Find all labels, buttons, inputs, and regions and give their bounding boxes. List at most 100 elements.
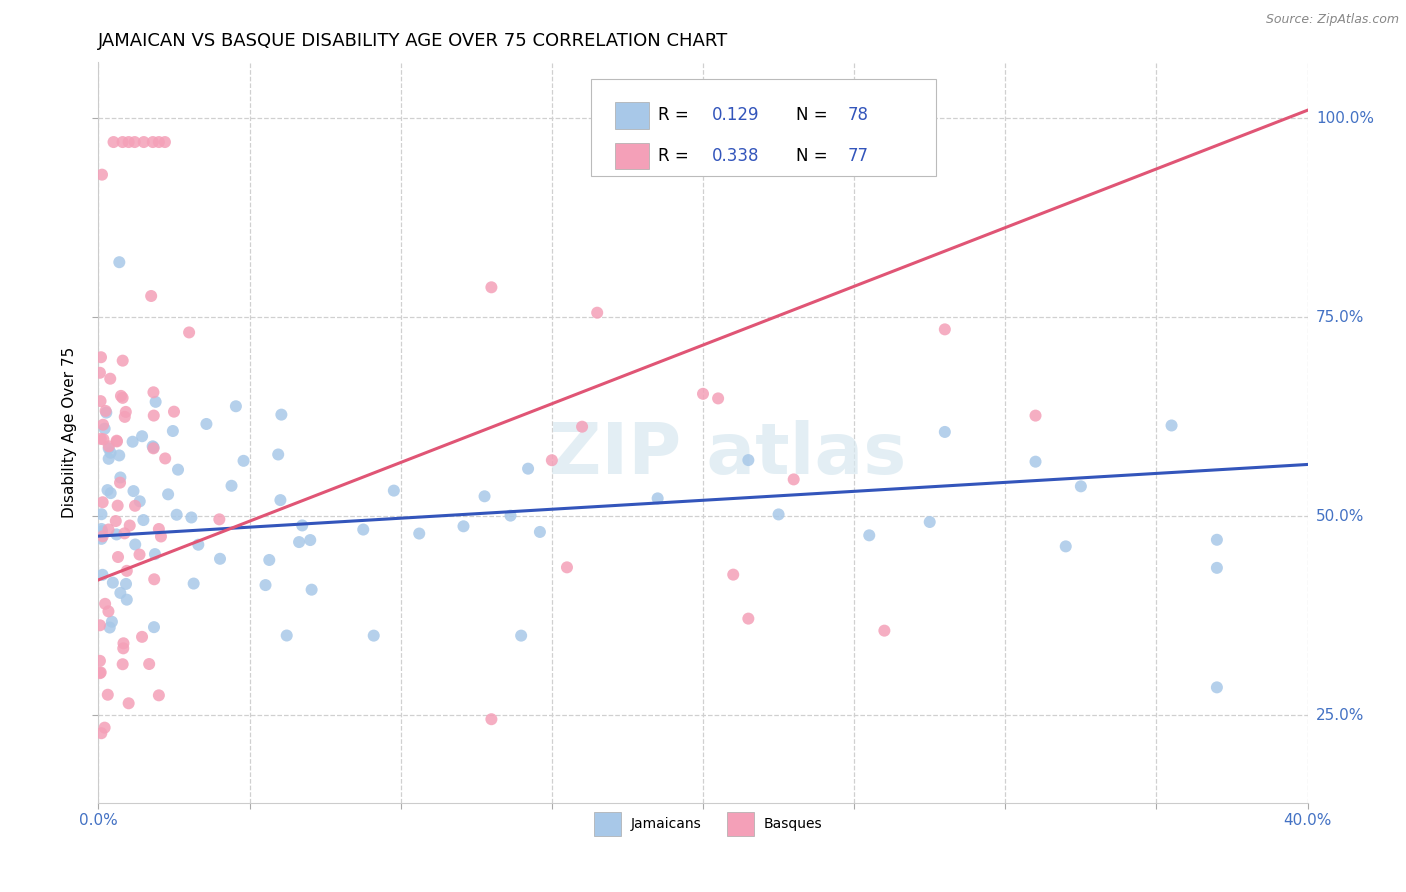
Point <box>94 597 117 611</box>
Point <box>108 449 131 463</box>
Point <box>89 366 111 380</box>
Point <box>89 666 111 681</box>
Point <box>108 255 131 269</box>
Point <box>97 451 120 466</box>
Point <box>110 389 132 403</box>
Point <box>111 657 134 672</box>
Point <box>267 448 290 462</box>
Point <box>97 688 120 702</box>
Point <box>115 577 138 591</box>
Point <box>225 399 247 413</box>
Point <box>121 434 143 449</box>
Point <box>105 434 128 448</box>
Point <box>858 528 880 542</box>
Point <box>453 519 475 533</box>
Point <box>100 486 122 500</box>
Point <box>111 391 134 405</box>
Point <box>114 405 136 419</box>
Text: 100.0%: 100.0% <box>1316 111 1374 126</box>
Point <box>208 512 231 526</box>
Point <box>89 654 111 668</box>
Point <box>143 572 166 586</box>
Point <box>112 636 135 650</box>
Point <box>1024 409 1046 423</box>
Point <box>153 135 176 149</box>
Point <box>114 409 136 424</box>
Point <box>737 453 759 467</box>
Bar <box>614 143 648 169</box>
Point <box>149 529 172 543</box>
Point <box>112 641 135 656</box>
Point <box>167 463 190 477</box>
Point <box>474 489 496 503</box>
Point <box>162 424 184 438</box>
Point <box>934 425 956 439</box>
Text: 50.0%: 50.0% <box>1316 508 1364 524</box>
Point <box>98 372 121 386</box>
Point <box>768 508 790 522</box>
Point <box>142 409 165 423</box>
Point <box>132 135 155 149</box>
Bar <box>727 813 754 836</box>
Point <box>647 491 669 506</box>
Point <box>1206 561 1229 575</box>
Point <box>232 454 254 468</box>
Point <box>707 392 730 406</box>
Point <box>98 621 121 635</box>
Point <box>100 446 122 460</box>
Point <box>517 461 540 475</box>
Point <box>91 168 114 182</box>
Text: N =: N = <box>796 147 832 165</box>
Point <box>124 537 146 551</box>
Point <box>97 442 120 456</box>
Text: Jamaicans: Jamaicans <box>630 817 702 831</box>
Point <box>183 576 205 591</box>
Text: R =: R = <box>658 147 695 165</box>
Point <box>131 630 153 644</box>
Text: 77: 77 <box>848 147 869 165</box>
Point <box>91 495 114 509</box>
Point <box>783 472 806 486</box>
Point <box>934 322 956 336</box>
Point <box>1070 479 1092 493</box>
Point <box>90 432 112 446</box>
Point <box>499 508 522 523</box>
FancyBboxPatch shape <box>591 78 936 176</box>
Point <box>142 442 165 456</box>
Point <box>143 547 166 561</box>
Point <box>94 404 117 418</box>
Point <box>91 417 114 432</box>
Point <box>481 280 503 294</box>
Point <box>737 612 759 626</box>
Point <box>873 624 896 638</box>
Point <box>111 353 134 368</box>
Point <box>108 475 131 490</box>
Point <box>107 549 129 564</box>
Point <box>157 487 180 501</box>
Text: ZIP atlas: ZIP atlas <box>548 420 905 490</box>
Point <box>187 538 209 552</box>
Point <box>132 513 155 527</box>
Point <box>104 514 127 528</box>
Point <box>93 432 115 446</box>
Point <box>90 532 112 546</box>
Point <box>91 529 114 543</box>
Point <box>221 479 243 493</box>
Point <box>918 515 941 529</box>
Bar <box>595 813 621 836</box>
Point <box>107 499 129 513</box>
Point <box>586 306 609 320</box>
Point <box>555 560 578 574</box>
Point <box>529 524 551 539</box>
Text: R =: R = <box>658 106 695 124</box>
Point <box>291 518 314 533</box>
Y-axis label: Disability Age Over 75: Disability Age Over 75 <box>62 347 77 518</box>
Point <box>96 406 118 420</box>
Point <box>382 483 405 498</box>
Point <box>128 494 150 508</box>
Text: 0.129: 0.129 <box>711 106 759 124</box>
Point <box>276 628 298 642</box>
Point <box>1206 681 1229 695</box>
Point <box>97 604 120 618</box>
Point <box>97 523 120 537</box>
